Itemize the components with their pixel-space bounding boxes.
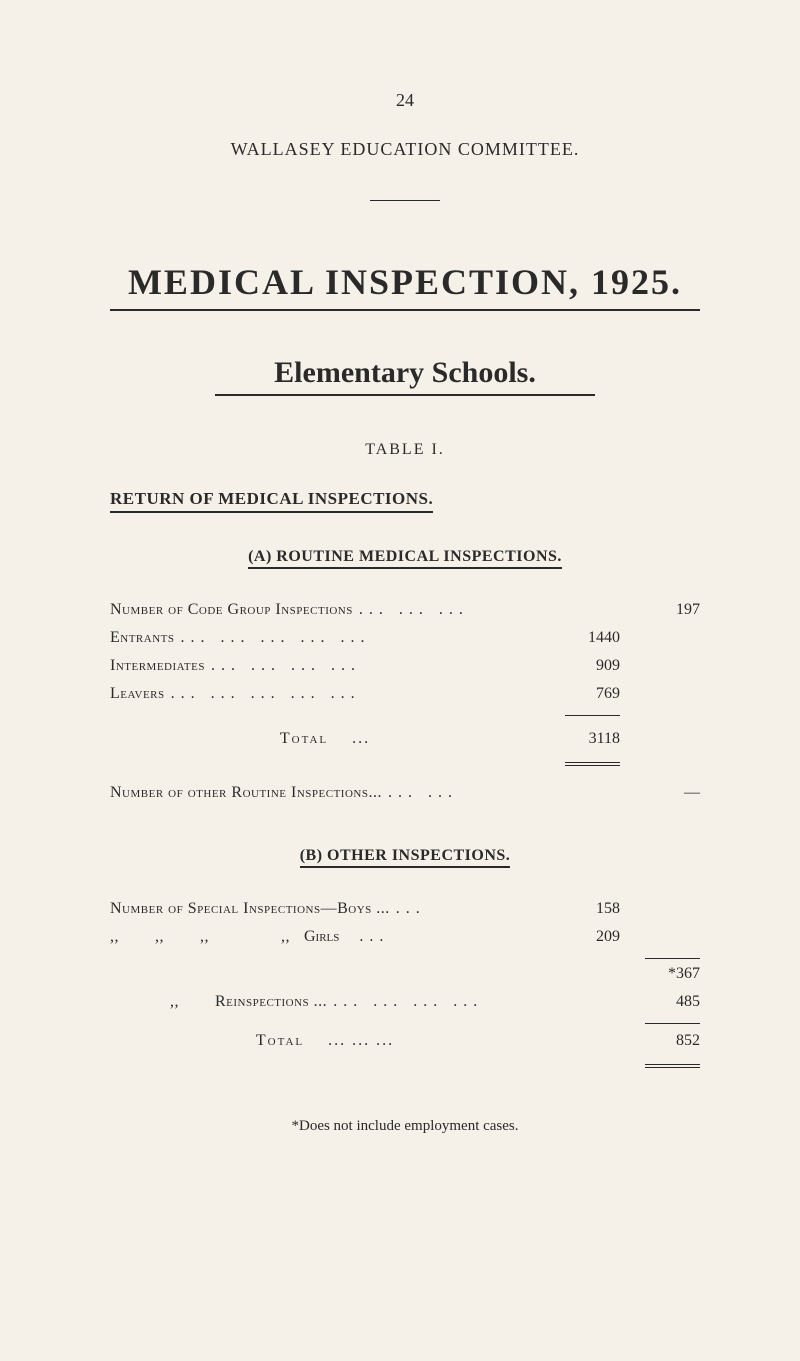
section-b-heading-text: (B) OTHER INSPECTIONS. (300, 847, 511, 868)
leavers-value: 769 (540, 685, 620, 703)
intermediates-value: 909 (540, 657, 620, 675)
subtotal-b-rule (645, 958, 700, 959)
subtotal-rule (565, 715, 620, 716)
page-number: 24 (110, 90, 700, 111)
boys-label: Number of Special Inspections—Boys ... (110, 900, 390, 918)
total-rule-row (110, 713, 700, 720)
leader-dots: ... (390, 900, 540, 918)
leader-dots: ... ... ... ... ... (165, 685, 540, 703)
sub-title-rule (215, 394, 595, 396)
committee-line: WALLASEY EDUCATION COMMITTEE. (110, 139, 700, 160)
reinspections-row: ,, Reinspections ... ... ... ... ... 485 (110, 993, 700, 1011)
subtotal-rule-row (110, 956, 700, 963)
leader-dots: ... ... ... ... (205, 657, 540, 675)
group-label: Number of Code Group Inspections (110, 601, 353, 619)
title-rule (110, 309, 700, 311)
reinsp-value: 485 (620, 993, 700, 1011)
subtotal-b-value: *367 (620, 965, 700, 983)
return-heading-wrap: RETURN OF MEDICAL INSPECTIONS. (110, 489, 700, 548)
section-a-heading-text: (A) ROUTINE MEDICAL INSPECTIONS. (248, 548, 562, 569)
total-a-value: 3118 (540, 730, 620, 748)
leader-dots: ... ... ... ... ... (175, 629, 541, 647)
total-b-double-row (110, 1060, 700, 1068)
divider-short (370, 200, 440, 201)
total-b-label: Total ... ... ... (110, 1032, 540, 1050)
other-routine-value: — (620, 784, 700, 802)
girls-row: ,, ,, ,, ,, Girls ... 209 (110, 928, 700, 946)
total-b-rule-row (110, 1021, 700, 1028)
group-total: 197 (620, 601, 700, 619)
total-b-value: 852 (620, 1032, 700, 1050)
leavers-row: Leavers ... ... ... ... ... 769 (110, 685, 700, 703)
leader-dots: ... ... (382, 784, 540, 802)
intermediates-label: Intermediates (110, 657, 205, 675)
boys-value: 158 (540, 900, 620, 918)
girls-label: Girls (290, 928, 353, 946)
table-label: TABLE I. (110, 441, 700, 459)
girls-value: 209 (540, 928, 620, 946)
entrants-value: 1440 (540, 629, 620, 647)
sub-title: Elementary Schools. (110, 356, 700, 390)
other-routine-label: Number of other Routine Inspections... (110, 784, 382, 802)
total-b-row: Total ... ... ... 852 (110, 1032, 700, 1050)
total-double-rule (565, 762, 620, 766)
leader-dots: ... (353, 928, 540, 946)
total-a-label: Total ... (110, 730, 540, 748)
reinsp-label: Reinspections ... (215, 993, 327, 1010)
leader-dots: ... ... ... (353, 601, 540, 619)
leavers-label: Leavers (110, 685, 165, 703)
total-b-double-rule (645, 1064, 700, 1068)
entrants-row: Entrants ... ... ... ... ... 1440 (110, 629, 700, 647)
subtotal-b-row: *367 (110, 965, 700, 983)
other-routine-row: Number of other Routine Inspections... .… (110, 784, 700, 802)
total-double-row (110, 758, 700, 766)
ditto-marks: ,, ,, ,, ,, (110, 928, 290, 946)
entrants-label: Entrants (110, 629, 175, 647)
section-a-heading: (A) ROUTINE MEDICAL INSPECTIONS. (110, 548, 700, 566)
section-b-heading: (B) OTHER INSPECTIONS. (110, 847, 700, 865)
intermediates-row: Intermediates ... ... ... ... 909 (110, 657, 700, 675)
section-a-total-row: Total ... 3118 (110, 730, 700, 748)
leader-dots: ... ... ... ... (327, 993, 540, 1011)
main-title: MEDICAL INSPECTION, 1925. (110, 261, 700, 303)
boys-row: Number of Special Inspections—Boys ... .… (110, 900, 700, 918)
return-heading: RETURN OF MEDICAL INSPECTIONS. (110, 489, 433, 513)
group-inspections-row: Number of Code Group Inspections ... ...… (110, 601, 700, 619)
total-b-rule (645, 1023, 700, 1024)
footnote: *Does not include employment cases. (110, 1118, 700, 1135)
document-page: 24 WALLASEY EDUCATION COMMITTEE. MEDICAL… (0, 0, 800, 1175)
